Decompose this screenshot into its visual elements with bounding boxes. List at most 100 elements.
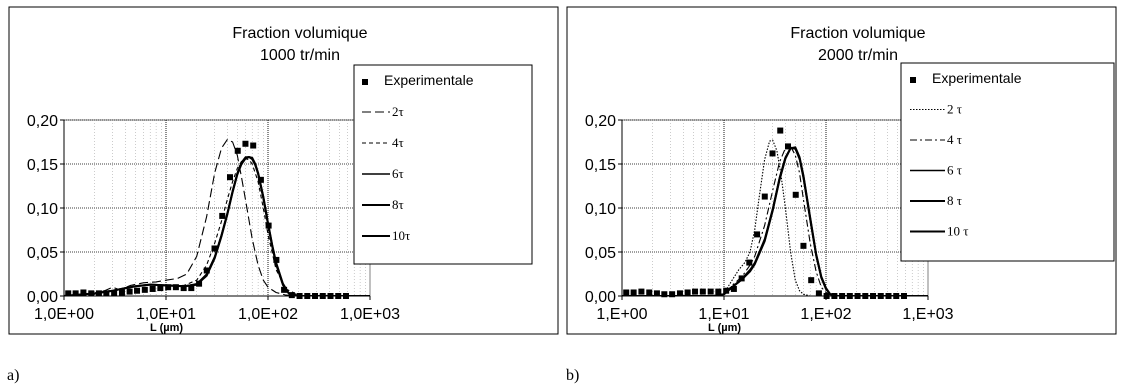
chart-b-y-tick-label: 0,00 [585,289,616,306]
chart-b-legend-label-2: 4 τ [947,132,962,147]
chart-a-legend-label-4: 8τ [392,197,404,212]
chart-a-experimental-point [141,286,148,293]
chart-a-series-line-2 [64,158,370,296]
chart-b-x-tick-label: 1,E+02 [800,306,851,323]
chart-b-experimental-point [777,127,784,134]
chart-a-experimental-point [312,293,319,299]
chart-a-y-tick-label: 0,20 [27,113,58,130]
chart-b-experimental-point [730,285,737,292]
chart-a-legend-label-experimental: Experimentale [384,72,474,88]
chart-b-experimental-point [831,293,838,299]
chart-a-x-tick-label: 1,0E+02 [238,306,298,323]
chart-b-experimental-point [823,293,830,299]
chart-a-experimental-point [211,245,218,252]
chart-a-experimental-point [281,286,288,293]
chart-b-legend-label-3: 6 τ [947,163,962,178]
chart-b-panel-label: b) [566,367,579,384]
chart-b-experimental-point [746,259,753,266]
chart-b-experimental-point [754,231,761,238]
chart-b-x-tick-label: 1,E+01 [698,306,749,323]
chart-b-experimental-point [815,290,822,297]
chart-a-experimental-point [296,293,303,299]
chart-b-experimental-point [792,191,799,198]
chart-a-experimental-point [335,293,342,299]
chart-a-experimental-point [111,290,118,297]
chart-a-experimental-point [172,284,179,291]
chart-b-experimental-point [630,289,637,296]
chart-b-experimental-point [761,193,768,200]
chart-b-experimental-point [699,288,706,295]
chart-a-legend-label-3: 6τ [392,166,404,181]
chart-b-experimental-point [854,293,861,299]
chart-b-experimental-point [676,290,683,297]
chart-a-y-tick-label: 0,05 [27,245,58,262]
chart-b-experimental-point [692,288,699,295]
chart-b-experimental-point [738,275,745,282]
chart-b-experimental-point [715,288,722,295]
chart-b-experimental-point [808,277,815,284]
chart-b-legend-label-experimental: Experimentale [932,70,1022,86]
chart-b-experimental-point [862,293,869,299]
chart-a-experimental-point [273,256,280,263]
chart-a-subtitle: 1000 tr/min [260,47,340,64]
chart-b-series-line-5 [622,146,928,296]
chart-b-experimental-point [839,293,846,299]
chart-a-legend-label-1: 2τ [392,104,404,119]
chart-a-experimental-point [250,142,257,149]
chart-b-legend-marker-experimental [910,77,916,83]
chart-a-experimental-point [157,285,164,292]
chart-b-experimental-point [653,290,660,297]
chart-a-experimental-point [95,290,102,297]
chart-b-title: Fraction volumique [790,25,925,42]
chart-a-x-tick-label: 1,0E+03 [340,306,400,323]
chart-a-experimental-point [103,290,110,297]
chart-a-series-line-5 [64,156,370,296]
chart-b-y-tick-label: 0,05 [585,245,616,262]
chart-b-legend-label-4: 8 τ [947,193,962,208]
chart-a-experimental-point [219,212,226,219]
chart-b-experimental-point [661,291,668,298]
chart-a-y-tick-label: 0,15 [27,157,58,174]
chart-a-experimental-point [180,285,187,292]
chart-b-subtitle: 2000 tr/min [818,47,898,64]
chart-a-legend-label-5: 10τ [392,228,410,243]
chart-b-experimental-point [684,289,691,296]
chart-a-experimental-point [203,267,210,274]
chart-b-legend-label-1: 2 τ [947,102,962,117]
chart-a-experimental-point [134,287,141,294]
chart-a-y-tick-label: 0,10 [27,201,58,218]
chart-a-experimental-point [342,293,349,299]
chart-b-y-tick-label: 0,10 [585,201,616,218]
chart-b-series-line-1 [622,139,928,296]
chart-b-x-axis-label: L (µm) [708,322,741,334]
chart-a-experimental-point [80,289,87,296]
chart-b-experimental-point [800,242,807,249]
chart-b-experimental-point [646,289,653,296]
chart-a-experimental-point [65,290,72,297]
chart-a-experimental-point [288,292,295,299]
chart-a-series-line-1 [64,138,370,296]
chart-b-x-tick-label: 1,E+03 [902,306,953,323]
chart-a-experimental-point [188,285,195,292]
chart-b-y-tick-label: 0,20 [585,113,616,130]
chart-b-experimental-point [900,293,907,299]
chart-b-legend-label-5: 10 τ [947,224,968,239]
chart-a-experimental-point [327,293,334,299]
chart-a-x-tick-label: 1,0E+00 [34,306,94,323]
chart-b-experimental-point [669,291,676,298]
chart-a-experimental-point [118,289,125,296]
chart-a-experimental-point [149,285,156,292]
chart-a-title: Fraction volumique [232,25,367,42]
chart-b-experimental-point [784,143,791,150]
chart-b-y-tick-label: 0,15 [585,157,616,174]
chart-a-legend-label-2: 4τ [392,135,404,150]
chart-b-experimental-point [623,289,630,296]
chart-a-legend-marker-experimental [362,79,368,85]
chart-a-experimental-point [265,222,272,229]
chart-b-experimental-point [707,288,714,295]
chart-b-experimental-point [638,288,645,295]
chart-b-series-line-2 [622,145,928,296]
chart-a-experimental-point [88,290,95,297]
chart-a-experimental-point [126,288,133,295]
